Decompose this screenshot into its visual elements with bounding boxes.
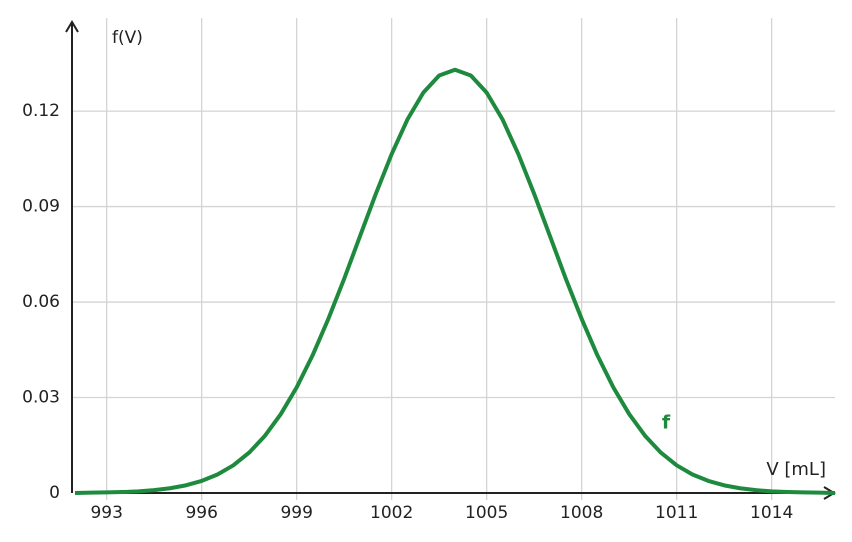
- y-tick-label: 0.09: [22, 197, 60, 217]
- x-tick-label: 1014: [750, 503, 793, 523]
- x-axis-label: V [mL]: [766, 459, 826, 480]
- x-tick-label: 1002: [370, 503, 413, 523]
- y-tick-label: 0.12: [22, 101, 60, 121]
- x-tick-label: 1005: [465, 503, 508, 523]
- y-axis-arrow: [65, 20, 79, 33]
- x-tick-label: 993: [90, 503, 122, 523]
- y-axis-label: f(V): [112, 28, 143, 48]
- x-tick-label: 999: [280, 503, 312, 523]
- y-tick-label: 0.03: [22, 388, 60, 408]
- x-tick-label: 1008: [560, 503, 603, 523]
- x-tick-label: 996: [185, 503, 217, 523]
- x-tick-label: 1011: [655, 503, 698, 523]
- y-tick-label: 0: [49, 483, 60, 503]
- y-tick-label: 0.06: [22, 292, 60, 312]
- line-series: [74, 67, 836, 495]
- series-label: f: [662, 412, 671, 434]
